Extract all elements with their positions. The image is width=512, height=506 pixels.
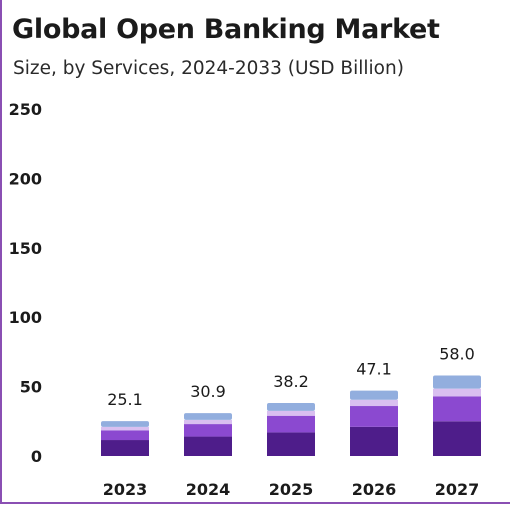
total-label-2025: 38.2 xyxy=(273,372,309,391)
y-tick-label: 250 xyxy=(9,100,42,119)
y-tick-label: 50 xyxy=(20,378,42,397)
bar-segment-2025-2 xyxy=(267,415,315,433)
total-label-2026: 47.1 xyxy=(356,360,392,379)
total-label-2024: 30.9 xyxy=(190,382,226,401)
chart-subtitle: Size, by Services, 2024-2033 (USD Billio… xyxy=(13,58,404,79)
bar-segment-2023-2 xyxy=(101,430,149,441)
bar-segment-2027-2 xyxy=(433,396,481,422)
y-tick-label: 100 xyxy=(9,308,42,327)
bar-segment-2023-1 xyxy=(101,440,149,456)
bar-segment-2024-1 xyxy=(184,436,232,456)
bar-segment-2023-3 xyxy=(101,426,149,431)
bar-segment-2027-3 xyxy=(433,388,481,397)
bar-segment-2026-2 xyxy=(350,406,398,427)
bar-segment-2026-3 xyxy=(350,399,398,407)
bar-segment-2027-4 xyxy=(433,375,481,389)
total-labels: 25.1 30.9 38.2 47.1 58.0 xyxy=(107,344,475,409)
x-tick-label-2027: 2027 xyxy=(435,480,480,499)
bar-segment-2025-4 xyxy=(267,402,315,411)
bar-segment-2027-1 xyxy=(433,421,481,456)
x-tick-label-2026: 2026 xyxy=(352,480,397,499)
total-label-2023: 25.1 xyxy=(107,390,143,409)
bar-segment-2024-3 xyxy=(184,419,232,425)
bars xyxy=(101,375,481,456)
x-axis-labels: 2023 2024 2025 2026 2027 xyxy=(103,480,480,499)
y-tick-label: 0 xyxy=(31,447,42,466)
y-tick-label: 150 xyxy=(9,239,42,258)
total-label-2027: 58.0 xyxy=(439,344,475,363)
bar-segment-2024-2 xyxy=(184,424,232,437)
x-tick-label-2025: 2025 xyxy=(269,480,314,499)
bar-segment-2026-1 xyxy=(350,426,398,456)
bar-segment-2025-1 xyxy=(267,432,315,456)
chart-title: Global Open Banking Market xyxy=(12,14,440,45)
bar-segment-2025-3 xyxy=(267,410,315,416)
bar-segment-2023-4 xyxy=(101,421,149,427)
bar-segment-2026-4 xyxy=(350,390,398,400)
bar-segment-2024-4 xyxy=(184,413,232,420)
y-axis-ticks: 0 50 100 150 200 250 xyxy=(9,100,42,466)
x-tick-label-2023: 2023 xyxy=(103,480,148,499)
y-tick-label: 200 xyxy=(9,169,42,188)
x-tick-label-2024: 2024 xyxy=(186,480,231,499)
